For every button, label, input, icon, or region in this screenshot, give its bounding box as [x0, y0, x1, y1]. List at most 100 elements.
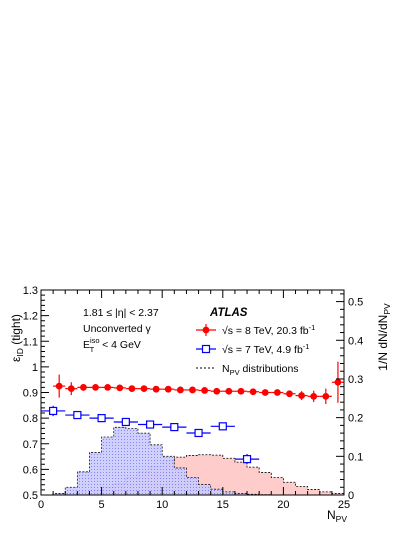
y-right-tick-label: 0.5 [348, 297, 363, 309]
point-eff_7tev-5 [162, 422, 187, 432]
marker-circle [128, 385, 136, 393]
marker-square [97, 414, 106, 423]
efficiency-points [41, 361, 344, 465]
x-tick-label: 10 [156, 499, 168, 511]
marker-square [218, 422, 227, 431]
marker-circle [237, 387, 245, 395]
y-left-tick-label: 1.3 [23, 285, 38, 297]
point-eff_8tev-22 [319, 388, 332, 405]
marker-square [194, 428, 203, 438]
point-eff_8tev-15 [234, 387, 248, 395]
marker-circle [176, 386, 184, 394]
legend-label-npv: NPV distributions [222, 363, 299, 377]
marker-square [145, 420, 155, 429]
point-eff_8tev-13 [210, 387, 223, 395]
marker-circle [92, 383, 99, 391]
y-axis-label-right: 1/N dN/dNPV [376, 303, 392, 371]
marker-circle [225, 387, 233, 395]
marker-square [121, 417, 130, 427]
marker-square [242, 455, 252, 464]
point-eff_8tev-23 [331, 361, 344, 403]
marker-circle [189, 386, 196, 394]
y-right-tick-label: 0.4 [348, 335, 363, 347]
point-eff_8tev-14 [222, 387, 235, 395]
atlas-label: ATLAS [209, 307, 248, 319]
legend-entry-8tev: √s = 8 TeV, 20.3 fb-1 [196, 323, 315, 337]
point-eff_7tev-2 [89, 414, 114, 423]
point-eff_8tev-10 [174, 386, 187, 394]
point-eff_8tev-16 [247, 388, 260, 396]
histogram-outline-npv_7tev [52, 426, 272, 496]
point-eff_8tev-21 [307, 390, 320, 402]
marker-circle [80, 383, 87, 391]
marker-circle [213, 387, 221, 395]
isolation-label: Eiso T < 4 GeV [83, 336, 141, 354]
point-eff_8tev-6 [125, 385, 138, 393]
marker-circle [298, 392, 305, 399]
point-eff_7tev-8 [234, 454, 260, 465]
legend-entry-7tev: √s = 7 TeV, 4.9 fb-1 [196, 342, 309, 356]
point-eff_8tev-1 [65, 382, 78, 396]
y-right-tick-label: 0.1 [348, 451, 363, 463]
npv-histograms [52, 426, 345, 496]
y-left-tick-label: 0.7 [23, 439, 38, 451]
marker-circle [104, 383, 112, 391]
marker-circle [55, 382, 63, 390]
x-tick-label: 20 [277, 499, 289, 511]
legend-marker-7tev [201, 344, 211, 354]
point-eff_7tev-4 [137, 420, 163, 429]
x-tick-label: 0 [38, 499, 44, 511]
marker-circle [140, 385, 148, 393]
marker-circle [67, 385, 75, 393]
point-eff_8tev-12 [198, 387, 211, 394]
marker-circle [152, 385, 160, 393]
point-eff_8tev-4 [101, 383, 114, 391]
marker-circle [273, 389, 281, 396]
point-eff_8tev-20 [295, 391, 308, 400]
point-eff_7tev-0 [41, 405, 66, 417]
x-axis-label: NPV [327, 508, 347, 524]
y-left-tick-label: 0.5 [23, 490, 38, 502]
point-eff_7tev-6 [186, 428, 211, 438]
marker-square [73, 410, 82, 420]
marker-circle [322, 392, 330, 400]
marker-circle [116, 384, 124, 392]
point-eff_8tev-7 [137, 385, 151, 393]
y-right-tick-label: 0 [348, 490, 354, 502]
legend-marker-8tev [202, 326, 210, 334]
marker-square [170, 422, 179, 432]
point-eff_7tev-1 [65, 410, 90, 420]
marker-circle [261, 389, 269, 396]
marker-square [49, 406, 58, 416]
y-right-tick-label: 0.2 [348, 413, 363, 425]
axis-ticks: 0 5 10 15 20 25 0.5 0.6 0.7 0.8 0.9 1 1.1 1.2 1.3 0 0.1 0… [23, 285, 364, 511]
marker-circle [310, 392, 318, 400]
y-left-tick-label: 0.8 [23, 413, 38, 425]
y-left-tick-label: 0.9 [23, 388, 38, 400]
y-left-tick-label: 1.2 [23, 311, 38, 323]
y-axis-label-left: εID (tight) [9, 314, 25, 362]
histogram-npv_7tev [52, 426, 272, 496]
point-eff_8tev-3 [89, 383, 102, 391]
point-eff_8tev-9 [162, 385, 175, 393]
point-eff_8tev-19 [283, 390, 296, 398]
legend: √s = 8 TeV, 20.3 fb-1 √s = 7 TeV, 4.9 fb… [196, 323, 315, 377]
series-eff_8tev [53, 361, 344, 405]
marker-circle [249, 388, 257, 396]
conversion-label: Unconverted γ [83, 323, 151, 335]
point-eff_8tev-0 [53, 374, 66, 398]
point-eff_7tev-3 [113, 417, 138, 427]
point-eff_8tev-8 [150, 385, 163, 393]
marker-circle [164, 385, 172, 393]
legend-entry-npv: NPV distributions [196, 363, 299, 377]
point-eff_8tev-18 [271, 389, 284, 396]
point-eff_8tev-17 [259, 389, 272, 396]
marker-circle [286, 390, 293, 398]
point-eff_8tev-2 [77, 383, 90, 391]
point-eff_8tev-11 [186, 386, 199, 394]
y-left-tick-label: 0.6 [23, 464, 38, 476]
point-eff_7tev-7 [210, 422, 235, 431]
legend-label-8tev: √s = 8 TeV, 20.3 fb-1 [222, 323, 315, 337]
marker-circle [201, 387, 209, 394]
